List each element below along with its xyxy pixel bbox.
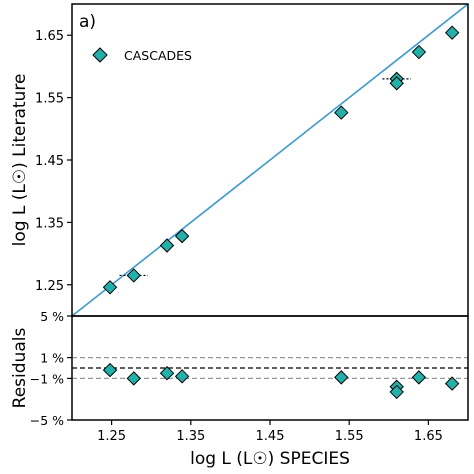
residual-point bbox=[102, 362, 118, 378]
data-point bbox=[126, 268, 141, 283]
residual-y-axis-label: Residuals bbox=[10, 328, 30, 409]
x-tick-label: 1.65 bbox=[414, 429, 443, 444]
residual-y-tick-label: −1 % bbox=[30, 371, 64, 386]
main-points-layer bbox=[102, 25, 460, 295]
y-tick-label: 1.25 bbox=[35, 279, 64, 294]
x-tick-label: 1.55 bbox=[335, 429, 364, 444]
residual-point bbox=[389, 384, 404, 400]
legend-label: CASCADES bbox=[124, 48, 192, 63]
x-tick-label: 1.45 bbox=[256, 429, 285, 444]
residual-axes-layer: 5 % 1 % −1 % −5 % 1.25 1.35 1.45 1.55 1.65 bbox=[30, 309, 469, 444]
one-to-one-line bbox=[71, 3, 469, 317]
legend-marker bbox=[92, 47, 108, 63]
data-point bbox=[389, 76, 404, 91]
y-tick-label: 1.45 bbox=[35, 154, 64, 169]
residual-point bbox=[126, 371, 141, 386]
y-tick-label: 1.65 bbox=[35, 29, 64, 44]
residual-point bbox=[444, 376, 460, 391]
panel-label: a) bbox=[79, 12, 96, 32]
y-tick-label: 1.55 bbox=[35, 92, 64, 107]
data-point bbox=[159, 238, 175, 253]
data-point bbox=[334, 105, 349, 120]
data-point bbox=[444, 25, 460, 40]
residual-y-tick-label: −5 % bbox=[30, 413, 64, 428]
residual-point bbox=[411, 370, 427, 385]
y-tick-label: 1.35 bbox=[35, 216, 64, 231]
residual-y-tick-label: 1 % bbox=[40, 351, 64, 366]
residual-point bbox=[174, 369, 190, 384]
main-reference-line-layer bbox=[71, 3, 469, 317]
legend: CASCADES bbox=[92, 47, 192, 63]
data-point bbox=[411, 44, 427, 60]
main-y-axis-label: log L (L☉) Literature bbox=[10, 74, 30, 247]
residual-point bbox=[334, 370, 349, 385]
residual-points-layer bbox=[102, 362, 460, 400]
data-point bbox=[174, 228, 190, 244]
residual-point bbox=[159, 365, 175, 381]
data-point bbox=[102, 280, 118, 295]
x-tick-label: 1.35 bbox=[176, 429, 205, 444]
x-tick-label: 1.25 bbox=[97, 429, 126, 444]
residual-y-tick-label: 5 % bbox=[40, 309, 64, 324]
x-axis-label: log L (L☉) SPECIES bbox=[190, 449, 350, 469]
